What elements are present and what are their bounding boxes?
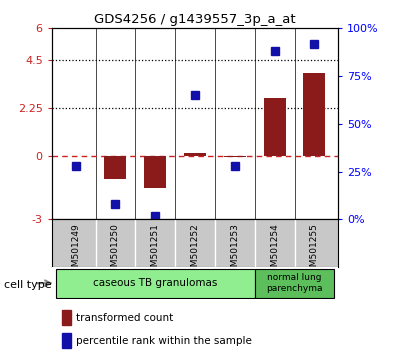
- Text: caseous TB granulomas: caseous TB granulomas: [93, 278, 217, 288]
- Bar: [144, 156, 166, 188]
- Bar: [184, 153, 206, 156]
- Bar: [62, 310, 71, 325]
- Text: GSM501252: GSM501252: [191, 223, 199, 278]
- Text: GSM501250: GSM501250: [111, 223, 120, 278]
- Title: GDS4256 / g1439557_3p_a_at: GDS4256 / g1439557_3p_a_at: [94, 13, 296, 26]
- Bar: [104, 156, 127, 179]
- Text: GSM501251: GSM501251: [151, 223, 160, 278]
- Bar: [62, 333, 71, 348]
- Bar: [224, 156, 246, 158]
- Text: percentile rank within the sample: percentile rank within the sample: [76, 336, 252, 346]
- Bar: [255, 269, 334, 297]
- Text: transformed count: transformed count: [76, 313, 174, 323]
- Text: GSM501254: GSM501254: [270, 223, 279, 278]
- Bar: [56, 269, 255, 297]
- Bar: [304, 73, 326, 156]
- Text: cell type: cell type: [4, 280, 52, 290]
- Text: GSM501255: GSM501255: [310, 223, 319, 278]
- Text: GSM501253: GSM501253: [230, 223, 239, 278]
- Text: normal lung
parenchyma: normal lung parenchyma: [266, 274, 323, 293]
- Text: GSM501249: GSM501249: [71, 223, 80, 278]
- Bar: [264, 98, 286, 156]
